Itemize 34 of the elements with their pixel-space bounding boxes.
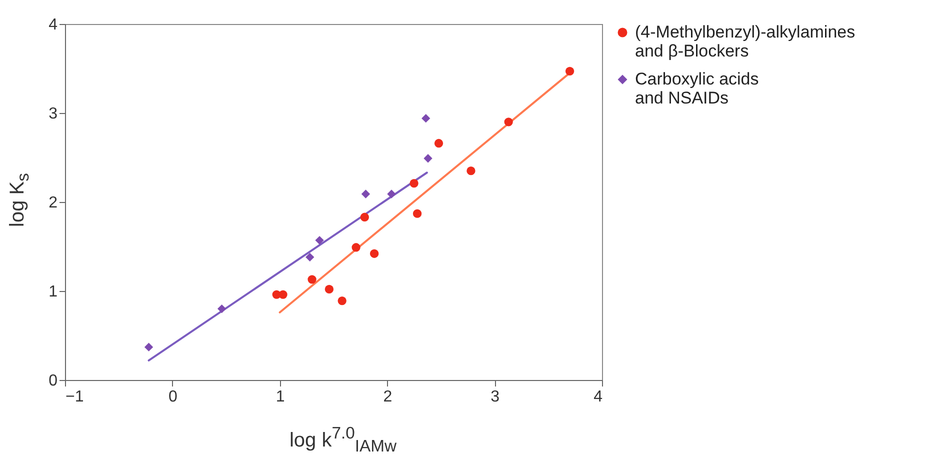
y-tick-label: 0 [48, 372, 58, 390]
point [410, 178, 418, 188]
legend-label: (4-Methylbenzyl)-alkylamines and β-Blockers [635, 22, 856, 60]
point [144, 342, 154, 352]
point [278, 290, 288, 299]
point [361, 190, 370, 198]
y-tick-label: 2 [48, 194, 58, 212]
point [217, 304, 226, 314]
point [360, 212, 369, 222]
x-tick-label: −1 [66, 388, 84, 406]
point [315, 236, 324, 245]
point [504, 118, 513, 126]
point [324, 284, 334, 294]
point [565, 66, 574, 76]
legend-label: Carboxylic acids and NSAIDs [635, 70, 759, 108]
point [466, 166, 476, 176]
point [306, 252, 314, 262]
x-tick-label: 1 [276, 388, 285, 406]
point [338, 296, 346, 306]
point [434, 138, 444, 148]
y-tick-label: 3 [48, 106, 58, 122]
point [352, 243, 360, 252]
point [370, 249, 379, 258]
point [412, 209, 422, 218]
point [387, 190, 396, 198]
x-tick-label: 0 [168, 388, 178, 406]
y-tick-label: 1 [48, 284, 58, 300]
x-tick-label: 3 [490, 388, 500, 406]
x-tick-label: 2 [383, 388, 392, 406]
x-tick-label: 4 [594, 388, 603, 406]
point [422, 114, 430, 123]
point [424, 154, 432, 163]
y-tick-label: 4 [48, 16, 58, 34]
point [308, 275, 316, 284]
